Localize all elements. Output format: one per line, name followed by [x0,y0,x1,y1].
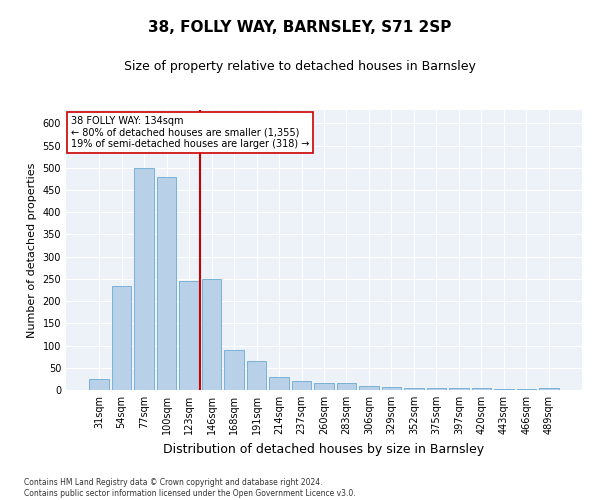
Bar [112,286,131,390]
Bar [224,350,244,390]
Bar [382,388,401,390]
Text: 38, FOLLY WAY, BARNSLEY, S71 2SP: 38, FOLLY WAY, BARNSLEY, S71 2SP [148,20,452,35]
Bar [472,388,491,390]
Bar [337,384,356,390]
Bar [202,279,221,390]
Bar [134,168,154,390]
Bar [314,384,334,390]
Text: Size of property relative to detached houses in Barnsley: Size of property relative to detached ho… [124,60,476,73]
Bar [494,389,514,390]
Bar [292,381,311,390]
Y-axis label: Number of detached properties: Number of detached properties [27,162,37,338]
Bar [269,376,289,390]
X-axis label: Distribution of detached houses by size in Barnsley: Distribution of detached houses by size … [163,442,485,456]
Bar [157,176,176,390]
Bar [449,388,469,390]
Bar [427,388,446,390]
Bar [404,388,424,390]
Bar [89,379,109,390]
Bar [247,361,266,390]
Bar [179,281,199,390]
Bar [517,389,536,390]
Text: 38 FOLLY WAY: 134sqm
← 80% of detached houses are smaller (1,355)
19% of semi-de: 38 FOLLY WAY: 134sqm ← 80% of detached h… [71,116,310,149]
Bar [539,388,559,390]
Bar [359,386,379,390]
Text: Contains HM Land Registry data © Crown copyright and database right 2024.
Contai: Contains HM Land Registry data © Crown c… [24,478,356,498]
